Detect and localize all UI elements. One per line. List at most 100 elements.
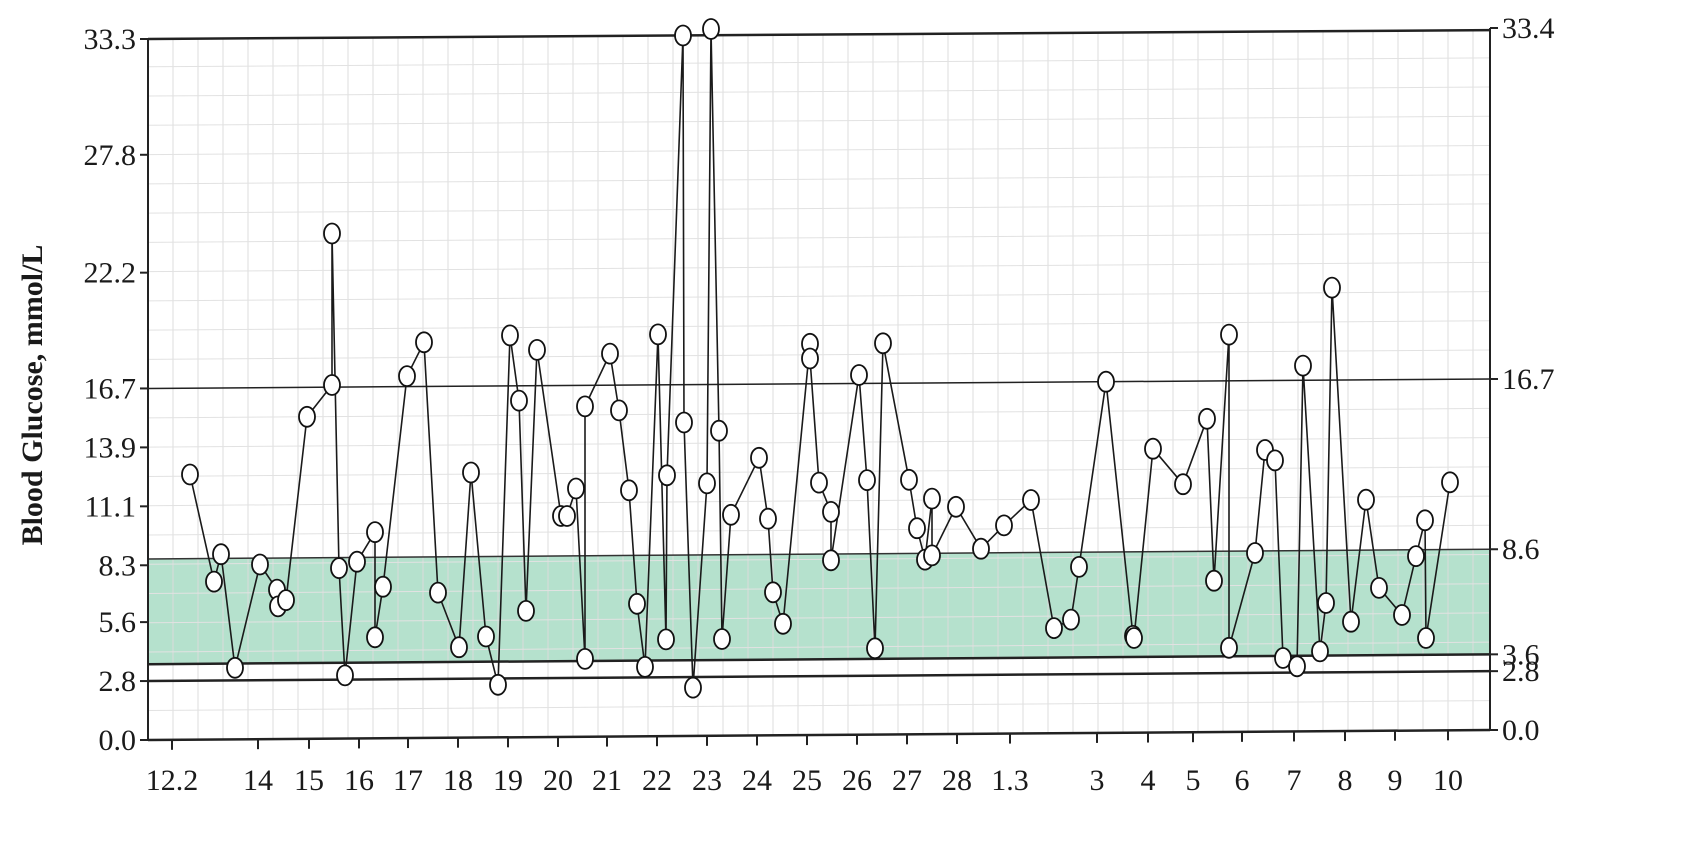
glucose-data-point bbox=[576, 395, 594, 418]
glucose-data-point bbox=[489, 673, 507, 696]
glucose-data-point bbox=[713, 628, 731, 650]
glucose-data-point bbox=[908, 517, 926, 540]
glucose-data-point bbox=[1205, 569, 1223, 592]
glucose-data-point bbox=[323, 222, 341, 245]
glucose-data-point bbox=[1294, 354, 1312, 377]
glucose-data-point bbox=[576, 648, 594, 670]
glucose-data-point bbox=[517, 600, 535, 622]
glucose-data-point bbox=[1198, 407, 1216, 430]
glucose-data-point bbox=[759, 507, 777, 530]
glucose-data-point bbox=[1441, 471, 1459, 494]
glucose-data-point bbox=[947, 495, 965, 518]
glucose-data-point bbox=[348, 550, 366, 573]
glucose-data-point bbox=[567, 477, 585, 500]
horizontal-grid-line bbox=[147, 407, 1491, 419]
glucose-data-point bbox=[181, 463, 199, 486]
x-tick-label: 25 bbox=[792, 764, 822, 797]
glucose-data-point bbox=[750, 446, 768, 469]
glucose-data-point bbox=[972, 537, 990, 560]
glucose-data-point bbox=[251, 553, 269, 576]
glucose-data-point bbox=[675, 411, 693, 434]
y-tick-label-left: 5.6 bbox=[99, 606, 137, 639]
x-tick-label: 28 bbox=[942, 764, 972, 797]
glucose-data-point bbox=[698, 472, 716, 495]
glucose-data-point bbox=[710, 419, 728, 442]
y-tick-label-right: 16.7 bbox=[1502, 363, 1555, 396]
glucose-data-point bbox=[1045, 617, 1063, 639]
glucose-data-point bbox=[923, 487, 941, 510]
horizontal-grid-line bbox=[147, 232, 1491, 243]
y-tick-label-right: 0.0 bbox=[1502, 714, 1540, 747]
x-tick-label: 4 bbox=[1141, 764, 1156, 797]
glucose-data-point bbox=[702, 18, 720, 40]
glucose-data-point bbox=[298, 405, 316, 428]
glucose-data-point bbox=[366, 626, 384, 649]
glucose-data-point bbox=[330, 557, 348, 579]
glucose-data-point bbox=[649, 323, 667, 346]
x-tick-label: 18 bbox=[443, 764, 473, 797]
glucose-data-point bbox=[601, 342, 619, 365]
glucose-data-point bbox=[1370, 577, 1388, 599]
x-tick-label: 27 bbox=[892, 764, 922, 797]
reference-line bbox=[147, 653, 1491, 666]
glucose-data-point bbox=[1220, 636, 1238, 659]
glucose-data-point bbox=[764, 581, 782, 604]
glucose-data-point bbox=[822, 500, 840, 523]
glucose-series-line bbox=[189, 28, 1451, 689]
glucose-data-point bbox=[636, 656, 654, 678]
glucose-data-point bbox=[374, 575, 392, 598]
glucose-data-point bbox=[628, 592, 646, 615]
x-tick-label: 20 bbox=[543, 764, 573, 797]
glucose-data-point bbox=[1266, 449, 1284, 472]
glucose-data-point bbox=[822, 549, 840, 572]
glucose-data-point bbox=[336, 664, 354, 687]
glucose-data-point bbox=[1125, 627, 1143, 649]
glucose-data-point bbox=[510, 389, 528, 412]
glucose-data-point bbox=[450, 636, 468, 659]
glucose-data-point bbox=[1317, 592, 1335, 614]
glucose-data-point bbox=[1288, 655, 1306, 678]
glucose-data-point bbox=[1416, 509, 1434, 532]
glucose-data-point bbox=[366, 521, 384, 543]
glucose-data-point bbox=[1342, 610, 1360, 633]
x-tick-label: 17 bbox=[393, 764, 423, 797]
glucose-data-point bbox=[1407, 545, 1425, 567]
horizontal-grid-line bbox=[147, 349, 1491, 360]
y-tick-label-right: 3.6 bbox=[1502, 638, 1540, 671]
glucose-data-point bbox=[722, 503, 740, 526]
x-tick-label: 12.2 bbox=[146, 764, 199, 797]
horizontal-grid-line bbox=[147, 612, 1491, 624]
horizontal-grid-line bbox=[147, 144, 1491, 156]
grid-layer bbox=[147, 30, 1491, 740]
horizontal-grid-line bbox=[147, 115, 1491, 126]
y-tick-label-right: 8.6 bbox=[1502, 533, 1540, 566]
x-tick-label: 6 bbox=[1235, 764, 1250, 797]
glucose-data-point bbox=[684, 676, 702, 699]
x-tick-label: 5 bbox=[1186, 764, 1201, 797]
glucose-data-point bbox=[323, 374, 341, 396]
horizontal-grid-line bbox=[147, 261, 1491, 273]
x-tick-label: 14 bbox=[243, 764, 273, 797]
glucose-data-point bbox=[1246, 542, 1264, 564]
glucose-data-point bbox=[995, 514, 1013, 537]
y-tick-label-left: 11.1 bbox=[85, 490, 136, 523]
glucose-data-point bbox=[462, 461, 480, 484]
glucose-data-point bbox=[1022, 489, 1040, 511]
glucose-data-point bbox=[810, 471, 828, 494]
horizontal-grid-line bbox=[147, 174, 1491, 185]
horizontal-grid-line bbox=[147, 203, 1491, 214]
glucose-data-point bbox=[477, 625, 495, 648]
x-axis-line bbox=[147, 728, 1491, 742]
glucose-data-point bbox=[1323, 276, 1341, 299]
glucose-data-point bbox=[1357, 488, 1375, 511]
x-tick-label: 19 bbox=[493, 764, 523, 797]
y-tick-label-left: 27.8 bbox=[84, 139, 137, 172]
glucose-data-point bbox=[1393, 604, 1411, 626]
x-tick-label: 23 bbox=[692, 764, 722, 797]
axes-layer bbox=[140, 27, 1498, 750]
glucose-data-point bbox=[226, 656, 244, 679]
glucose-data-point bbox=[1070, 556, 1088, 578]
x-tick-label: 22 bbox=[642, 764, 672, 797]
glucose-data-point bbox=[558, 505, 576, 527]
